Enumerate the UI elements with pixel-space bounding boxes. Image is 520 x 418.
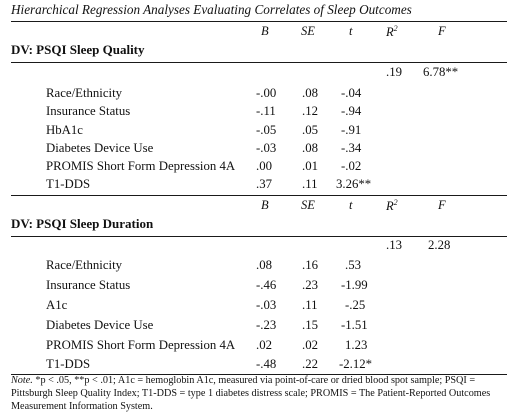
- s2-row-5-se: .02: [302, 338, 318, 352]
- note-text: *p < .05, **p < .01; A1c = hemoglobin A1…: [11, 375, 491, 412]
- header-t: t: [349, 24, 353, 38]
- header-r2-label-2: R: [386, 199, 394, 214]
- s2-row-3-b: -.03: [256, 298, 277, 312]
- table-caption: Hierarchical Regression Analyses Evaluat…: [11, 2, 412, 17]
- s1-row-5-se: .01: [302, 159, 318, 173]
- s2-row-6-predictor: T1-DDS: [46, 357, 91, 371]
- header-b: B: [261, 24, 269, 38]
- s1-row-4-b: -.03: [256, 141, 277, 155]
- header-r2: R2: [386, 24, 398, 40]
- s1-row-6-se: .11: [302, 177, 318, 191]
- s2-row-3-t: -.25: [345, 298, 366, 312]
- s1-row-1-predictor: Race/Ethnicity: [46, 86, 123, 100]
- s1-row-4-t: -.34: [341, 141, 362, 155]
- s2-row-1-t: .53: [345, 258, 361, 272]
- s2-row-2-se: .23: [302, 278, 318, 292]
- header-se-2: SE: [301, 198, 315, 212]
- section-2-rule: [11, 236, 507, 237]
- s1-row-1-t: -.04: [341, 86, 362, 100]
- header-f: F: [438, 24, 446, 38]
- s1-row-4-predictor: Diabetes Device Use: [46, 141, 154, 155]
- section-2-title: DV: PSQI Sleep Duration: [11, 216, 154, 231]
- s2-row-6-b: -.48: [256, 357, 277, 371]
- section-1-f: 6.78**: [423, 65, 459, 79]
- s2-row-5-t: 1.23: [345, 338, 368, 352]
- s1-row-3-se: .05: [302, 123, 318, 137]
- s2-row-1-se: .16: [302, 258, 318, 272]
- s1-row-6-predictor: T1-DDS: [46, 177, 91, 191]
- s2-row-6-se: .22: [302, 357, 318, 371]
- s1-row-3-b: -.05: [256, 123, 277, 137]
- top-rule: [11, 21, 507, 22]
- note-label: Note.: [11, 375, 33, 386]
- s2-row-3-se: .11: [302, 298, 318, 312]
- s1-row-5-predictor: PROMIS Short Form Depression 4A: [46, 159, 236, 173]
- section-1-title: DV: PSQI Sleep Quality: [11, 42, 145, 57]
- s2-row-6-t: -2.12*: [339, 357, 373, 371]
- s1-row-4-se: .08: [302, 141, 318, 155]
- s1-row-1-b: -.00: [256, 86, 277, 100]
- s2-row-1-predictor: Race/Ethnicity: [46, 258, 123, 272]
- s2-row-4-predictor: Diabetes Device Use: [46, 318, 154, 332]
- s1-row-5-b: .00: [256, 159, 272, 173]
- s2-row-3-predictor: A1c: [46, 298, 68, 312]
- s1-row-2-se: .12: [302, 104, 318, 118]
- section-2-r2: .13: [386, 238, 402, 252]
- header-r2-2: R2: [386, 198, 398, 214]
- s2-row-2-b: -.46: [256, 278, 277, 292]
- s1-row-6-b: .37: [256, 177, 272, 191]
- s2-row-5-b: .02: [256, 338, 272, 352]
- section-1-r2: .19: [386, 65, 402, 79]
- header-r2-label: R: [386, 25, 394, 40]
- s2-row-5-predictor: PROMIS Short Form Depression 4A: [46, 338, 236, 352]
- s2-row-4-b: -.23: [256, 318, 277, 332]
- s1-row-5-t: -.02: [341, 159, 362, 173]
- bottom-rule: [11, 374, 507, 375]
- s1-row-2-b: -.11: [256, 104, 276, 118]
- section-1-rule: [11, 62, 507, 63]
- s1-row-2-predictor: Insurance Status: [46, 104, 131, 118]
- header-r2-superscript-2: 2: [393, 198, 398, 207]
- s2-row-2-predictor: Insurance Status: [46, 278, 131, 292]
- s2-row-2-t: -1.99: [341, 278, 368, 292]
- header-b-2: B: [261, 198, 269, 212]
- table-note: Note. *p < .05, **p < .01; A1c = hemoglo…: [11, 374, 511, 413]
- s2-row-4-t: -1.51: [341, 318, 368, 332]
- s2-row-4-se: .15: [302, 318, 318, 332]
- s1-row-3-t: -.91: [341, 123, 362, 137]
- header-se: SE: [301, 24, 315, 38]
- s1-row-6-t: 3.26**: [336, 177, 372, 191]
- header-t-2: t: [349, 198, 353, 212]
- s1-row-1-se: .08: [302, 86, 318, 100]
- s2-row-1-b: .08: [256, 258, 272, 272]
- s1-row-2-t: -.94: [341, 104, 362, 118]
- header-f-2: F: [438, 198, 446, 212]
- header-r2-superscript: 2: [393, 24, 398, 33]
- section-2-f: 2.28: [428, 238, 451, 252]
- s1-row-3-predictor: HbA1c: [46, 123, 83, 137]
- mid-rule: [11, 195, 507, 196]
